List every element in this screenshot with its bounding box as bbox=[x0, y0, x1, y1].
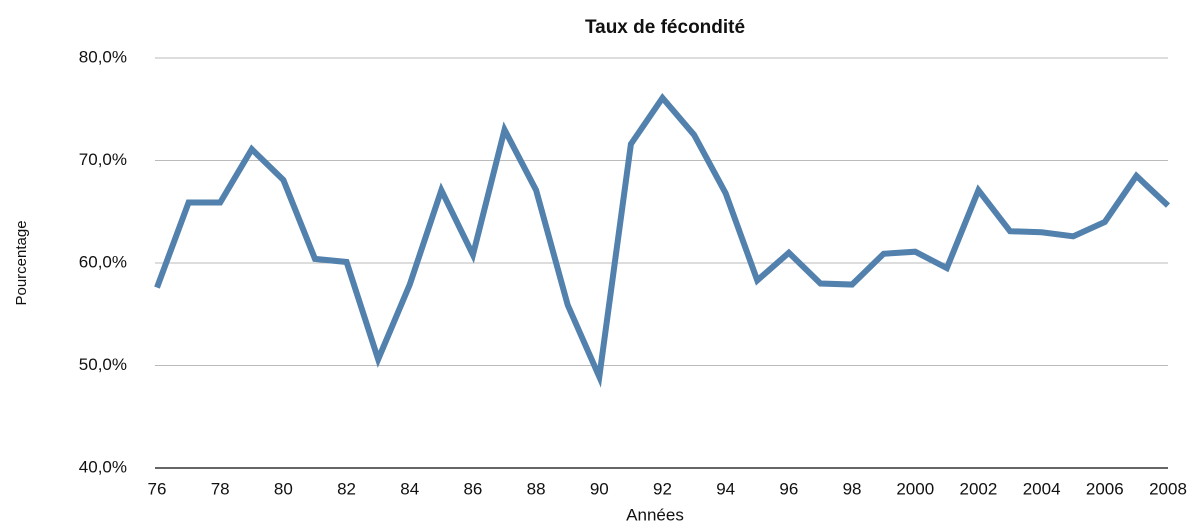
line bbox=[154, 93, 1171, 388]
x-tick-label: 2008 bbox=[1149, 479, 1187, 498]
x-tick-label: 2000 bbox=[896, 479, 934, 498]
y-tick-label: 80,0% bbox=[79, 47, 127, 66]
x-tick-label: 2004 bbox=[1023, 479, 1061, 498]
x-tick-label: 94 bbox=[716, 479, 735, 498]
x-tick-label: 96 bbox=[779, 479, 798, 498]
x-axis-label: Années bbox=[626, 505, 684, 524]
y-tick-label: 50,0% bbox=[79, 355, 127, 374]
x-tick-label: 86 bbox=[463, 479, 482, 498]
y-tick-label: 60,0% bbox=[79, 252, 127, 271]
x-tick-label: 88 bbox=[527, 479, 546, 498]
chart-title: Taux de fécondité bbox=[585, 17, 745, 38]
x-tick-label: 90 bbox=[590, 479, 609, 498]
y-axis-label: Pourcentage bbox=[13, 220, 30, 305]
x-tick-label: 2006 bbox=[1086, 479, 1124, 498]
x-tick-label: 78 bbox=[211, 479, 230, 498]
y-tick-label: 70,0% bbox=[79, 150, 127, 169]
x-tick-label: 80 bbox=[274, 479, 293, 498]
x-tick-label: 82 bbox=[337, 479, 356, 498]
x-tick-label: 98 bbox=[843, 479, 862, 498]
x-tick-label: 84 bbox=[400, 479, 419, 498]
y-tick-label: 40,0% bbox=[79, 457, 127, 476]
x-tick-label: 2002 bbox=[960, 479, 998, 498]
x-tick-label: 92 bbox=[653, 479, 672, 498]
x-tick-label: 76 bbox=[148, 479, 167, 498]
